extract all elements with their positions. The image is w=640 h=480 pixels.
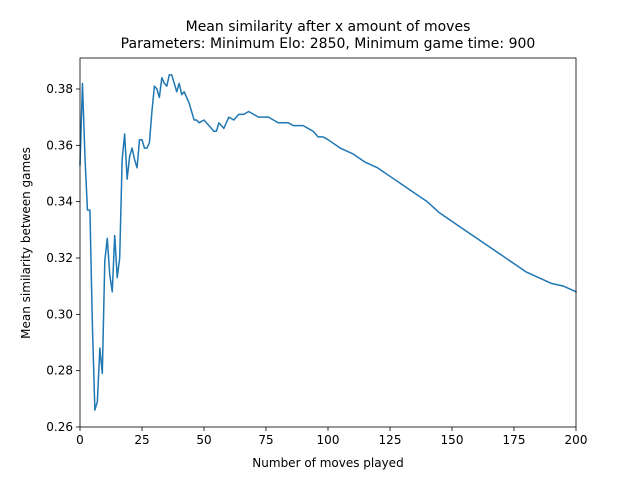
x-tick-label: 175 [503, 433, 526, 447]
y-tick-label: 0.38 [46, 82, 73, 96]
chart-title: Mean similarity after x amount of moves [186, 19, 471, 35]
y-tick-label: 0.34 [46, 195, 73, 209]
y-tick-label: 0.30 [46, 307, 73, 321]
series-line-0 [79, 74, 577, 411]
x-tick-label: 125 [379, 433, 402, 447]
y-axis-label: Mean similarity between games [19, 147, 33, 339]
x-tick-label: 75 [258, 433, 273, 447]
x-tick-label: 150 [441, 433, 464, 447]
x-tick-label: 200 [565, 433, 588, 447]
x-tick-label: 100 [317, 433, 340, 447]
plot-area: 0 25 50 75 100 125 150 175 200 0.26 0.28 0.30 0.32 0.… [46, 57, 588, 447]
y-tick-label: 0.28 [46, 364, 73, 378]
x-axis-label: Number of moves played [252, 456, 403, 470]
x-tick-label: 50 [196, 433, 211, 447]
y-tick-label: 0.32 [46, 251, 73, 265]
y-tick-label: 0.26 [46, 420, 73, 434]
chart-subtitle: Parameters: Minimum Elo: 2850, Minimum g… [121, 36, 536, 52]
x-tick-label: 0 [76, 433, 84, 447]
x-tick-label: 25 [134, 433, 149, 447]
y-tick-label: 0.36 [46, 138, 73, 152]
